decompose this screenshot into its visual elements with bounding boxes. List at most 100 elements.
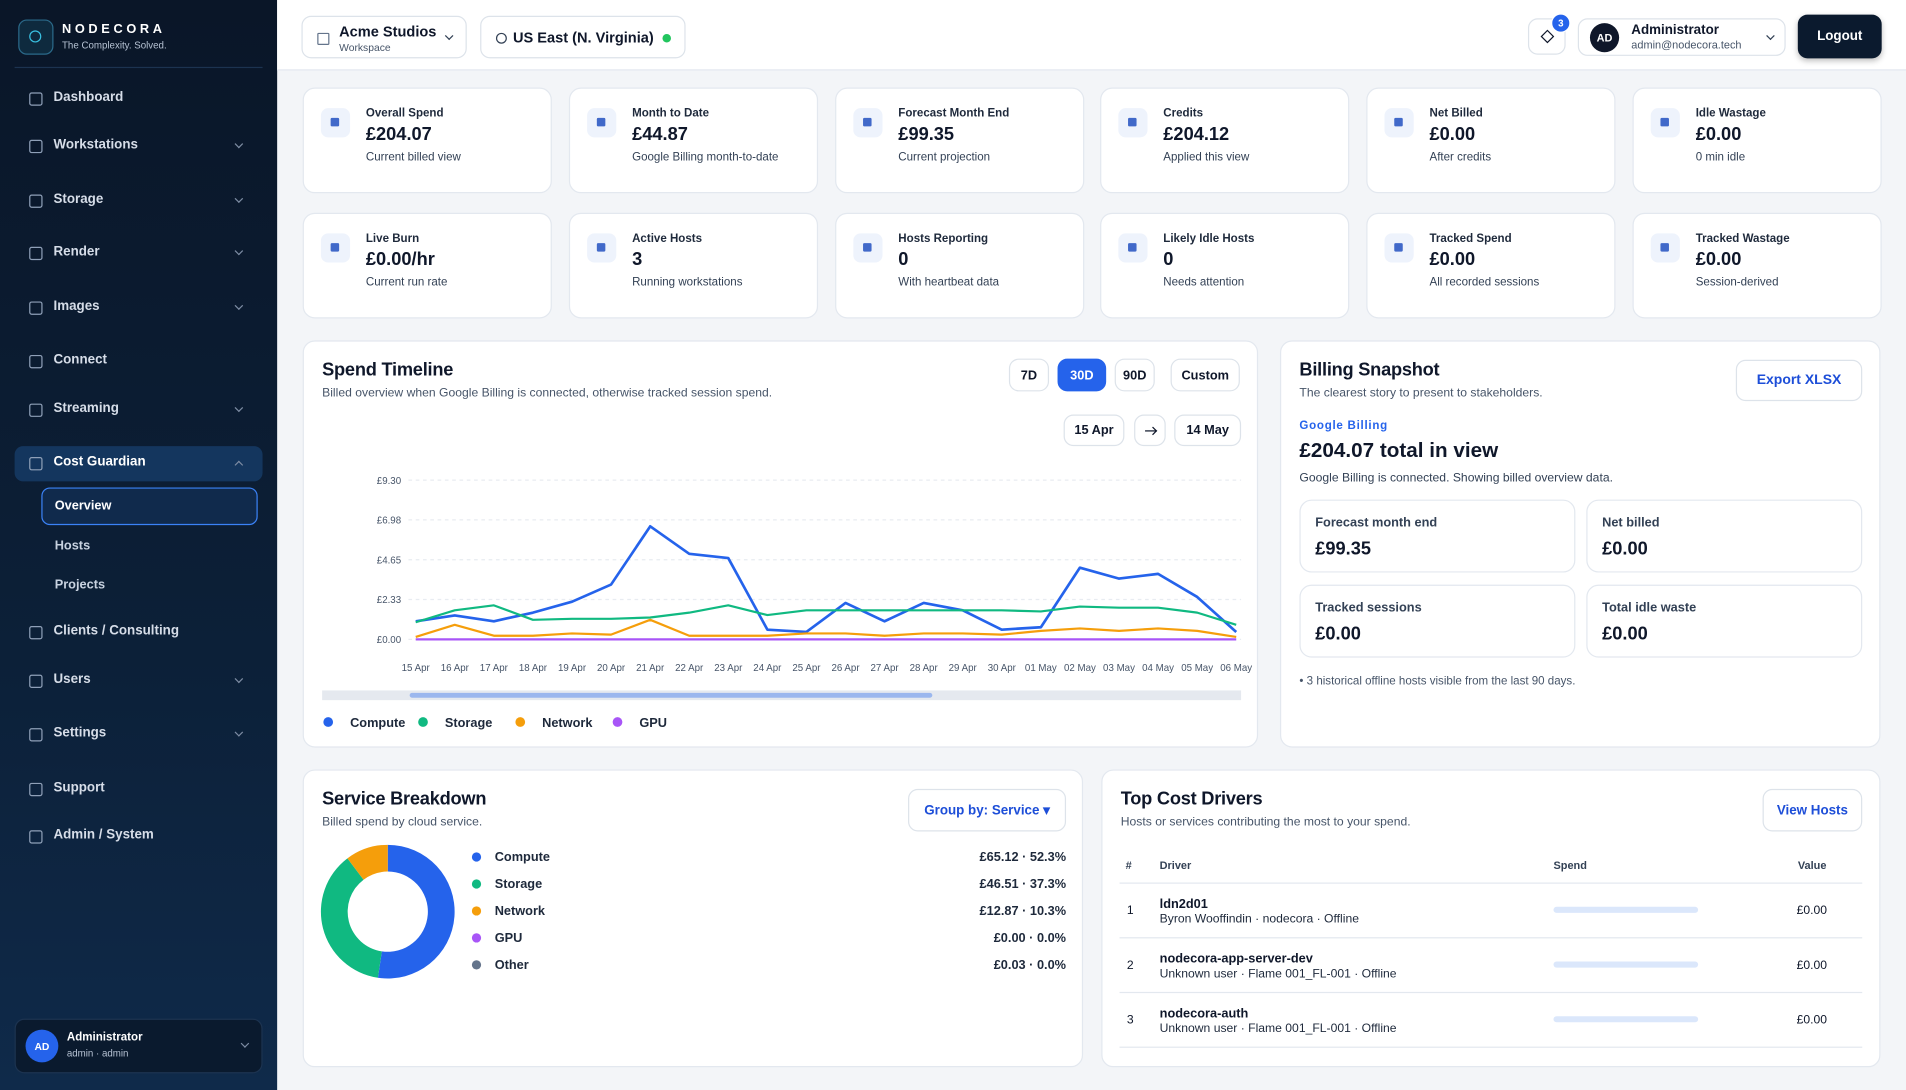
range-button[interactable]: Custom (1170, 358, 1240, 392)
driver-value: £0.00 (1796, 959, 1828, 973)
logo (18, 19, 54, 55)
legend-label: GPU (495, 930, 523, 945)
range-button[interactable]: 30D (1057, 358, 1107, 392)
rank: 2 (1126, 959, 1134, 973)
subnav-item[interactable]: Overview (54, 498, 112, 513)
nav-icon (29, 403, 43, 417)
x-tick-label: 29 Apr (949, 663, 978, 674)
x-tick-label: 21 Apr (636, 663, 665, 674)
user-card[interactable]: AD Administrator admin · admin (14, 1018, 263, 1074)
x-tick-label: 02 May (1064, 663, 1096, 674)
range-button[interactable]: 7D (1008, 358, 1050, 392)
chevron (234, 674, 244, 684)
billing-stat: Forecast month end £99.35 (1299, 499, 1576, 573)
stat-value: £0.00 (1602, 623, 1648, 645)
user-name: Administrator (66, 1030, 143, 1045)
logout-button[interactable]: Logout (1797, 14, 1882, 59)
workspace-select[interactable]: Acme Studios Workspace (301, 15, 467, 59)
kpi-label: Hosts Reporting (898, 232, 989, 246)
value-label: £46.51 · 37.3% (980, 876, 1066, 891)
legend-swatch (471, 906, 482, 916)
date-from[interactable]: 15 Apr (1063, 414, 1125, 447)
nav-item[interactable]: Render (0, 243, 277, 262)
kpi-label: Overall Spend (365, 106, 444, 121)
kpi-sub: After credits (1429, 150, 1492, 165)
nav-label: Clients / Consulting (53, 623, 180, 639)
x-tick-label: 22 Apr (675, 663, 704, 674)
stat-label: Total idle waste (1602, 600, 1697, 616)
notification-badge: 3 (1551, 13, 1571, 33)
nav-item[interactable]: Settings (0, 724, 277, 743)
billing-stat: Net billed £0.00 (1586, 499, 1863, 573)
kpi-label: Live Burn (365, 232, 420, 246)
nav-item[interactable]: Connect (0, 351, 277, 370)
driver-value: £0.00 (1796, 904, 1828, 918)
y-tick-label: £9.30 (377, 476, 402, 487)
export-button[interactable]: Export XLSX (1735, 359, 1863, 402)
table-header: Value (1797, 859, 1827, 872)
kpi-value: £204.07 (365, 123, 432, 145)
row-rule (1119, 1046, 1863, 1048)
chevron (234, 246, 244, 256)
nav-item[interactable]: Streaming (0, 400, 277, 419)
drivers-title: Top Cost Drivers (1120, 788, 1263, 810)
legend-swatch (515, 717, 526, 727)
legend-swatch (471, 852, 482, 862)
breakdown-title: Service Breakdown (322, 788, 487, 810)
legend-swatch (471, 879, 482, 889)
kpi-icon (320, 108, 351, 138)
x-tick-label: 18 Apr (519, 663, 548, 674)
nav-item[interactable]: Admin / System (0, 827, 277, 846)
legend-label: Network (542, 715, 593, 730)
billing-source: Google Billing (1299, 419, 1388, 433)
y-tick-label: £2.33 (377, 595, 401, 606)
kpi-label: Tracked Wastage (1695, 232, 1790, 246)
view-hosts-button[interactable]: View Hosts (1762, 788, 1863, 832)
nav-item[interactable]: Support (0, 779, 277, 798)
kpi-label: Credits (1163, 106, 1204, 121)
series-line (415, 525, 1238, 634)
kpi-value: 0 (1163, 249, 1174, 270)
kpi-card: Hosts Reporting 0 With heartbeat data (835, 212, 1085, 319)
range-button[interactable]: 90D (1114, 358, 1155, 392)
nav-icon (29, 626, 43, 640)
kpi-icon (1384, 108, 1414, 138)
user-menu[interactable]: AD Administrator admin@nodecora.tech (1577, 18, 1786, 56)
group-by[interactable]: Group by: Service ▾ (908, 788, 1067, 832)
nav-item[interactable]: Storage (0, 191, 277, 210)
x-tick-label: 26 Apr (831, 663, 860, 674)
nav-item[interactable]: Workstations (0, 136, 277, 155)
legend-swatch (418, 717, 428, 727)
kpi-sub: Current projection (898, 150, 991, 165)
kpi-card: Likely Idle Hosts 0 Needs attention (1100, 212, 1350, 319)
donut-slice (347, 844, 388, 880)
kpi-sub: Current run rate (365, 275, 448, 290)
kpi-sub: Google Billing month-to-date (632, 150, 779, 165)
nav-item[interactable]: Dashboard (0, 89, 277, 108)
kpi-sub: Current billed view (365, 150, 461, 165)
subnav-item[interactable]: Projects (54, 577, 106, 592)
nav-item[interactable]: Images (0, 298, 277, 317)
nav-active (14, 446, 263, 482)
nav-label: Settings (53, 725, 107, 741)
kpi-icon (587, 233, 617, 263)
user-name: Administrator (1631, 23, 1719, 38)
x-tick-label: 30 Apr (988, 663, 1017, 674)
subnav-item[interactable]: Hosts (54, 538, 91, 554)
nav-item[interactable]: Cost Guardian (0, 453, 277, 472)
date-to[interactable]: 14 May (1174, 414, 1242, 447)
billing-stat: Total idle waste £0.00 (1586, 584, 1863, 658)
header-rule (1119, 882, 1863, 884)
kpi-icon (1118, 233, 1148, 263)
driver-detail: Byron Wooffindin · nodecora · Offline (1159, 912, 1359, 927)
nav-item[interactable]: Clients / Consulting (0, 622, 277, 641)
subnav-active (41, 487, 258, 526)
legend-label: Storage (495, 876, 542, 891)
status-dot (662, 34, 671, 43)
nav-label: Connect (53, 352, 107, 368)
nav-icon (29, 301, 43, 315)
region-select[interactable]: US East (N. Virginia) (480, 15, 686, 59)
nav-item[interactable]: Users (0, 671, 277, 690)
chevron (1766, 31, 1775, 41)
date-arrow[interactable] (1134, 414, 1166, 447)
